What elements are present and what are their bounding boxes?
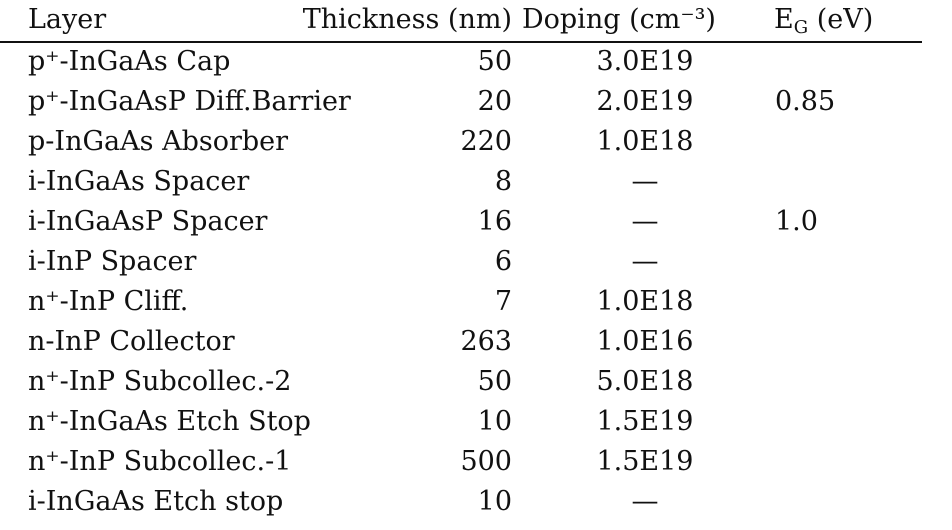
layer-name: p⁺-InGaAs Cap bbox=[28, 46, 231, 77]
layer-name: i-InGaAsP Spacer bbox=[28, 206, 268, 237]
thickness: 50 bbox=[477, 366, 512, 397]
header-main: E bbox=[774, 4, 794, 35]
layer-name: n⁺-InGaAs Etch Stop bbox=[28, 406, 311, 437]
layer-name: i-InGaAs Spacer bbox=[28, 166, 250, 197]
header-after: (eV) bbox=[808, 4, 874, 35]
doping: 1.5E19 bbox=[596, 406, 694, 437]
thickness: 500 bbox=[460, 446, 512, 477]
header-rule bbox=[0, 41, 922, 43]
thickness: 16 bbox=[477, 206, 512, 237]
thickness: 20 bbox=[477, 86, 512, 117]
doping: 2.0E19 bbox=[596, 86, 694, 117]
header-cell: EG (eV) bbox=[774, 3, 873, 45]
thickness: 50 bbox=[477, 46, 512, 77]
header-cell: Thickness (nm) bbox=[302, 4, 512, 35]
header-cell: Layer bbox=[28, 4, 107, 35]
doping: — bbox=[631, 206, 659, 237]
bandgap: 1.0 bbox=[775, 206, 818, 237]
doping: 1.0E16 bbox=[596, 326, 694, 357]
layer-name: n⁺-InP Subcollec.-1 bbox=[28, 446, 292, 477]
doping: 1.0E18 bbox=[596, 286, 694, 317]
thickness: 263 bbox=[460, 326, 512, 357]
thickness: 8 bbox=[494, 166, 512, 197]
thickness: 10 bbox=[477, 486, 512, 517]
doping: — bbox=[631, 166, 659, 197]
doping: 1.0E18 bbox=[596, 126, 694, 157]
thickness: 6 bbox=[494, 246, 512, 277]
layer-name: i-InGaAs Etch stop bbox=[28, 486, 284, 517]
layer-name: n⁺-InP Cliff. bbox=[28, 286, 189, 317]
header-cell: Doping (cm⁻³) bbox=[522, 4, 716, 35]
layer-name: n-InP Collector bbox=[28, 326, 235, 357]
layer-name: i-InP Spacer bbox=[28, 246, 197, 277]
bandgap: 0.85 bbox=[775, 86, 836, 117]
doping: 1.5E19 bbox=[596, 446, 694, 477]
thickness: 7 bbox=[494, 286, 512, 317]
layer-name: p⁺-InGaAsP Diff.Barrier bbox=[28, 86, 351, 117]
doping: 5.0E18 bbox=[596, 366, 694, 397]
doping: — bbox=[631, 246, 659, 277]
thickness: 10 bbox=[477, 406, 512, 437]
layer-name: p-InGaAs Absorber bbox=[28, 126, 289, 157]
header-sub: G bbox=[793, 17, 809, 38]
doping: 3.0E19 bbox=[596, 46, 694, 77]
layer-name: n⁺-InP Subcollec.-2 bbox=[28, 366, 292, 397]
doping: — bbox=[631, 486, 659, 517]
thickness: 220 bbox=[460, 126, 512, 157]
